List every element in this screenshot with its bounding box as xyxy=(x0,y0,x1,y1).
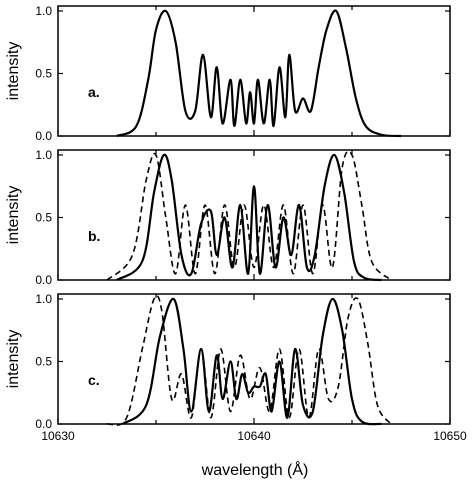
x-tick-label: 10630 xyxy=(41,429,75,443)
y-tick-label: 1.0 xyxy=(35,292,52,306)
plot-frame xyxy=(57,149,451,281)
panel-label: a. xyxy=(88,84,100,100)
panel-3: 0.0 0.5 1.0 10630 10640 10650 intensity c. xyxy=(5,292,467,443)
y-tick-label: 1.0 xyxy=(35,4,52,18)
y-axis-label: intensity xyxy=(5,330,22,389)
plot-frame xyxy=(57,293,451,425)
y-axis-label: intensity xyxy=(5,186,22,245)
y-tick-label: 0.0 xyxy=(35,129,52,143)
panel-label: c. xyxy=(88,372,100,388)
series-dashed-line xyxy=(106,150,392,281)
x-tick-label: 10650 xyxy=(433,429,467,443)
y-tick-label: 1.0 xyxy=(35,148,52,162)
panel-1: 0.0 0.5 1.0 intensity a. xyxy=(5,4,451,143)
panels: 0.0 0.5 1.0 intensity a. 0.0 0.5 1.0 intensity b.… xyxy=(5,4,467,443)
series-solid-line xyxy=(121,297,382,426)
y-axis-label: intensity xyxy=(5,42,22,101)
series-solid-line xyxy=(116,9,402,138)
x-axis-label: wavelength (Å) xyxy=(201,460,309,479)
series-dashed-line xyxy=(106,295,392,426)
y-tick-label: 0.5 xyxy=(35,67,52,81)
series-solid-line xyxy=(116,153,382,282)
x-tick-label: 10640 xyxy=(237,429,271,443)
y-tick-label: 0.5 xyxy=(35,211,52,225)
y-tick-label: 0.0 xyxy=(35,273,52,287)
y-tick-label: 0.0 xyxy=(35,417,52,431)
panel-2: 0.0 0.5 1.0 intensity b. xyxy=(5,148,451,287)
panel-label: b. xyxy=(88,228,100,244)
y-tick-label: 0.5 xyxy=(35,355,52,369)
